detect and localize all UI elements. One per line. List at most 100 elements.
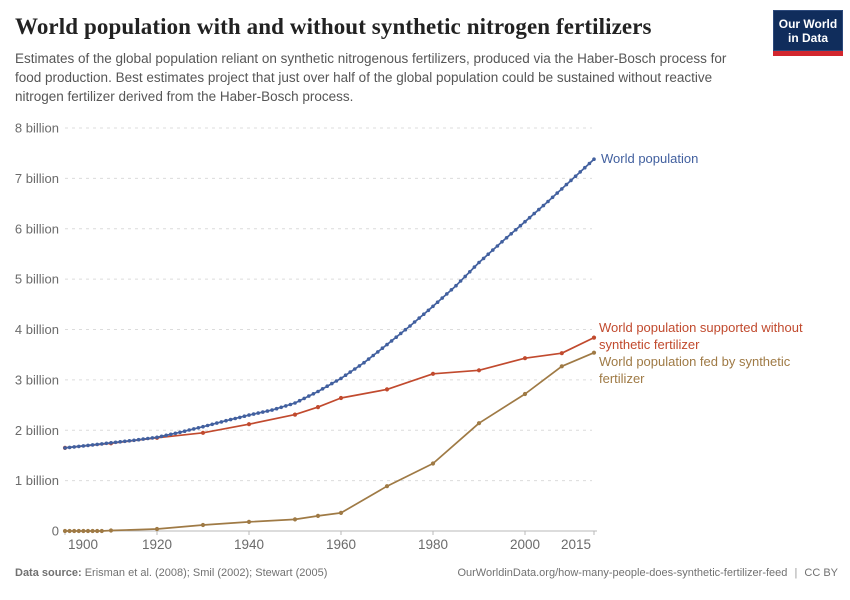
data-point-marker <box>67 528 72 534</box>
data-point-marker <box>113 440 118 445</box>
data-point-marker <box>504 236 509 240</box>
data-point-marker <box>592 157 596 161</box>
data-point-marker <box>62 528 68 534</box>
data-point-marker <box>476 421 482 426</box>
data-point-marker <box>458 279 463 283</box>
data-point-marker <box>500 240 504 244</box>
data-point-marker <box>338 510 344 515</box>
data-point-marker <box>302 396 307 401</box>
series-line-1 <box>64 336 595 449</box>
data-point-marker <box>555 191 559 195</box>
data-point-marker <box>215 421 219 425</box>
data-point-marker <box>422 312 426 317</box>
data-point-marker <box>449 288 454 292</box>
data-point-marker <box>292 517 298 522</box>
data-point-marker <box>569 178 573 183</box>
data-point-marker <box>72 528 77 534</box>
data-point-marker <box>559 351 564 356</box>
data-point-marker <box>523 219 527 224</box>
owid-logo-red-bar <box>773 51 843 56</box>
data-point-marker <box>265 409 270 413</box>
data-point-marker <box>127 439 132 443</box>
data-point-marker <box>559 364 564 369</box>
data-point-marker <box>246 422 252 427</box>
data-point-marker <box>154 526 160 532</box>
data-point-marker <box>509 232 513 236</box>
data-point-marker <box>330 381 334 386</box>
data-point-marker <box>182 429 187 434</box>
footer-url: OurWorldinData.org/how-many-people-does-… <box>457 567 788 579</box>
footer-separator: | <box>794 567 798 579</box>
data-point-marker <box>353 367 357 371</box>
data-point-marker <box>200 430 206 435</box>
x-axis-tick-label: 2000 <box>510 537 540 552</box>
data-point-marker <box>408 324 412 328</box>
data-point-marker <box>583 165 587 170</box>
data-point-marker <box>591 350 597 355</box>
data-point-marker <box>430 461 436 466</box>
y-axis-tick-label: 3 billion <box>15 372 59 387</box>
data-point-marker <box>228 417 233 422</box>
data-source-text: Erisman et al. (2008); Smil (2002); Stew… <box>84 567 328 579</box>
data-point-marker <box>251 412 256 416</box>
data-point-marker <box>108 528 114 533</box>
data-point-marker <box>532 211 536 216</box>
data-point-marker <box>118 440 122 444</box>
data-point-marker <box>293 401 297 405</box>
data-point-marker <box>320 387 325 391</box>
data-point-marker <box>334 379 339 383</box>
data-point-marker <box>192 427 196 431</box>
data-point-marker <box>173 431 178 436</box>
data-point-marker <box>343 373 348 378</box>
data-point-marker <box>233 416 237 421</box>
data-point-marker <box>99 528 104 534</box>
y-axis-tick-label: 1 billion <box>15 473 59 488</box>
data-point-marker <box>380 346 385 351</box>
series-line-2 <box>65 351 595 532</box>
series-label-supported-without-fertilizer: World population supported without synth… <box>599 320 803 352</box>
data-point-marker <box>238 415 242 420</box>
chart-footer: Data source: Erisman et al. (2008); Smil… <box>15 567 838 579</box>
data-point-marker <box>155 435 159 440</box>
data-point-marker <box>454 283 458 288</box>
series-label-fed-by-fertilizer: World population fed by synthetic fertil… <box>599 354 791 386</box>
data-point-marker <box>224 418 228 423</box>
data-point-marker <box>288 402 293 407</box>
data-point-marker <box>169 432 173 437</box>
y-axis-tick-label: 7 billion <box>15 171 59 186</box>
data-point-marker <box>412 320 417 324</box>
data-point-marker <box>307 394 311 398</box>
data-point-marker <box>187 428 191 432</box>
chart-subtitle: Estimates of the global population relia… <box>15 51 727 104</box>
data-point-marker <box>560 187 564 191</box>
data-point-marker <box>270 408 274 412</box>
owid-logo-line1: Our World <box>778 16 838 31</box>
data-point-marker <box>90 528 95 534</box>
plot-area[interactable] <box>65 118 594 531</box>
data-point-marker <box>247 413 251 417</box>
data-point-marker <box>440 296 445 300</box>
data-point-marker <box>141 437 145 441</box>
y-axis-tick-label: 8 billion <box>15 121 59 136</box>
chart-header: World population with and without synthe… <box>0 0 850 106</box>
data-point-marker <box>394 335 399 340</box>
data-source-label: Data source: <box>15 567 82 579</box>
data-point-marker <box>205 423 210 428</box>
data-point-marker <box>550 195 555 200</box>
data-point-marker <box>150 436 155 440</box>
data-point-marker <box>63 446 67 450</box>
data-point-marker <box>385 342 389 347</box>
data-point-marker <box>430 371 436 376</box>
owid-logo-text: Our World in Data <box>773 10 843 51</box>
data-point-marker <box>316 389 320 394</box>
data-point-marker <box>95 528 100 534</box>
data-point-marker <box>76 528 81 534</box>
owid-logo: Our World in Data <box>773 10 843 56</box>
data-point-marker <box>417 316 422 320</box>
owid-logo-line2: in Data <box>787 30 828 45</box>
data-point-marker <box>495 244 500 248</box>
data-point-marker <box>196 426 201 430</box>
data-point-marker <box>123 439 127 444</box>
data-point-marker <box>435 300 440 305</box>
data-point-marker <box>146 436 150 441</box>
